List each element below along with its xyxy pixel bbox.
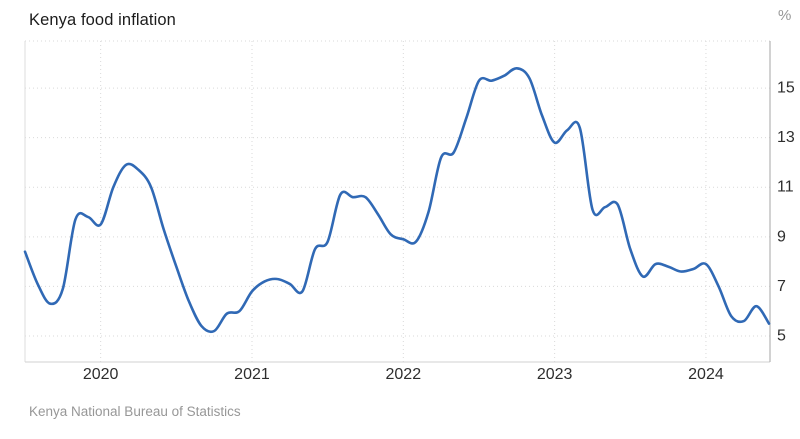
y-tick-label: 13 xyxy=(777,129,795,146)
y-tick-label: 5 xyxy=(777,327,786,344)
x-tick-label: 2023 xyxy=(537,366,573,383)
y-tick-label: 7 xyxy=(777,278,786,295)
chart-title: Kenya food inflation xyxy=(29,11,176,29)
x-tick-label: 2022 xyxy=(386,366,422,383)
y-tick-label: 9 xyxy=(777,228,786,245)
inflation-line xyxy=(23,67,771,334)
x-tick-label: 2020 xyxy=(83,366,119,383)
x-tick-label: 2021 xyxy=(234,366,270,383)
source-attribution: Kenya National Bureau of Statistics xyxy=(29,404,241,419)
y-axis-unit-label: % xyxy=(778,7,792,24)
y-tick-label: 11 xyxy=(777,179,794,196)
x-tick-label: 2024 xyxy=(688,366,724,383)
y-tick-label: 15 xyxy=(777,80,795,97)
